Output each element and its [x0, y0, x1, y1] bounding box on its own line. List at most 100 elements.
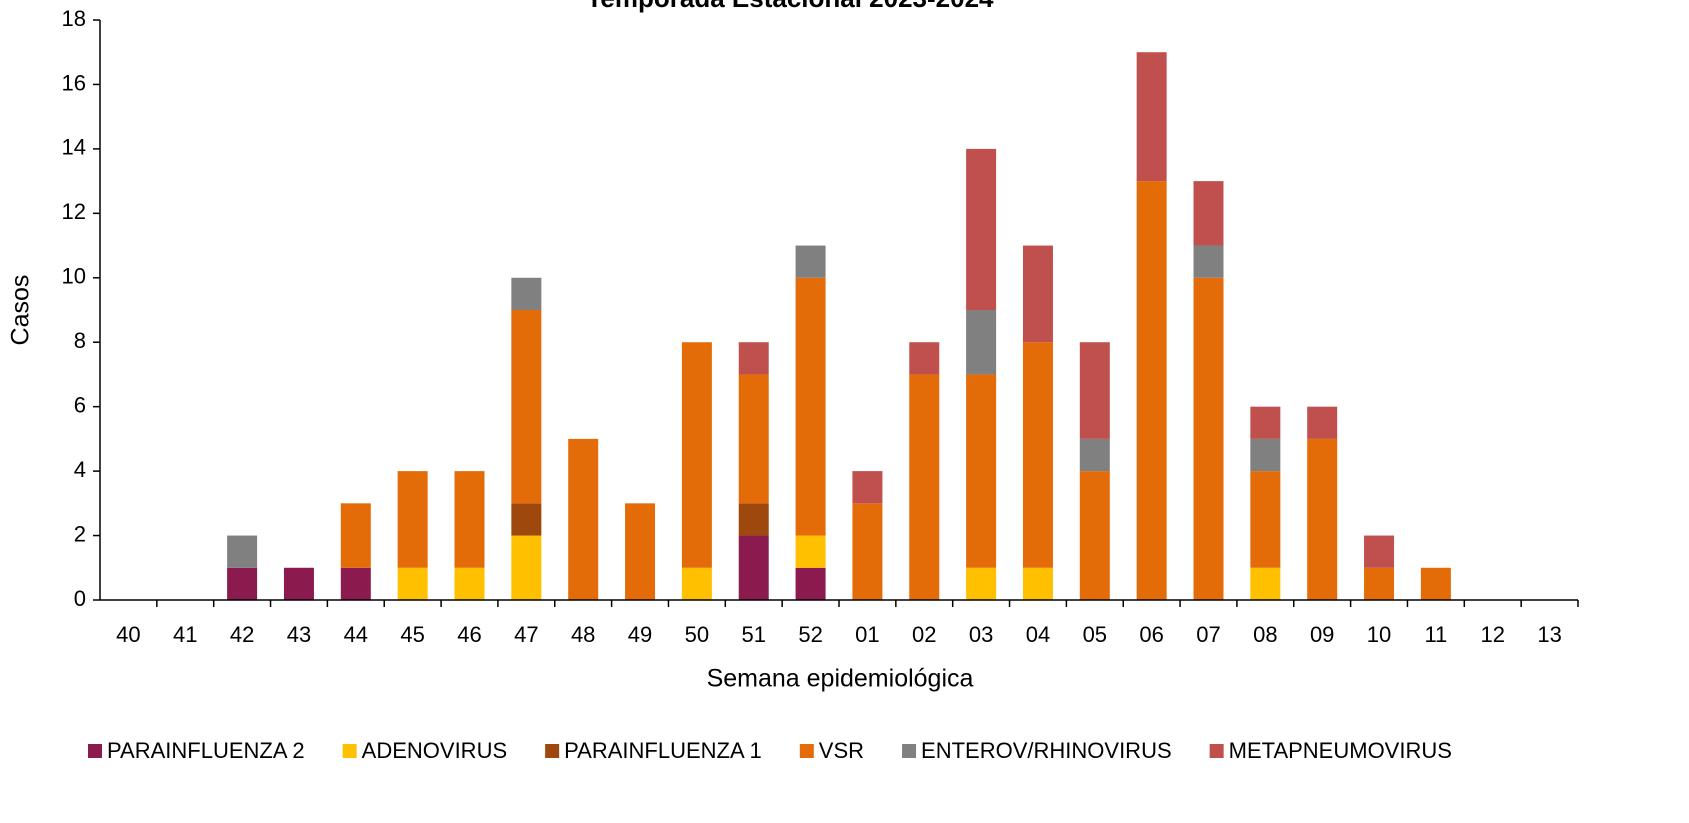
bar-segment: [1250, 438, 1281, 472]
x-tick-label: 40: [116, 622, 140, 647]
bar-segment: [1193, 181, 1224, 246]
bar-segment: [1022, 245, 1053, 343]
bar-segment: [1193, 245, 1224, 278]
x-axis-label: Semana epidemiológica: [707, 665, 974, 693]
x-tick-label: 42: [230, 622, 254, 647]
legend-swatch: [88, 744, 102, 758]
bar-segment: [1364, 567, 1395, 600]
bar-segment: [283, 567, 314, 600]
bar-segment: [1250, 406, 1281, 439]
bar-segment: [340, 567, 371, 600]
x-tick-label: 06: [1139, 622, 1163, 647]
bar-segment: [454, 567, 485, 600]
bar-segment: [1420, 567, 1451, 600]
bar-segment: [1193, 277, 1224, 600]
legend-label: PARAINFLUENZA 1: [564, 738, 762, 763]
bar-segment: [738, 535, 769, 600]
x-tick-label: 49: [628, 622, 652, 647]
y-tick-label: 10: [62, 264, 86, 289]
legend-swatch: [799, 744, 814, 758]
x-tick-label: 44: [344, 622, 368, 647]
bar-segment: [852, 471, 883, 504]
bar-segment: [966, 567, 997, 600]
x-tick-label: 48: [571, 622, 595, 647]
bar-segment: [511, 277, 542, 310]
bar-segment: [511, 310, 542, 504]
x-tick-label: 51: [741, 622, 765, 647]
legend-swatch: [1209, 744, 1224, 758]
bar-segment: [511, 503, 542, 536]
bar-segment: [681, 567, 712, 600]
x-tick-label: 47: [514, 622, 538, 647]
bar-segment: [1364, 535, 1395, 568]
bar-segment: [397, 471, 428, 568]
x-tick-label: 04: [1026, 622, 1050, 647]
bar-segment: [1307, 438, 1338, 600]
x-tick-label: 41: [173, 622, 197, 647]
y-tick-label: 4: [74, 457, 86, 482]
bar-segment: [227, 567, 258, 600]
x-tick-label: 12: [1480, 622, 1504, 647]
bar-segment: [966, 310, 997, 375]
legend-label: ADENOVIRUS: [362, 738, 507, 763]
bar-segment: [738, 374, 769, 504]
bar-segment: [625, 503, 656, 600]
y-axis-label: Casos: [7, 275, 35, 346]
x-tick-label: 13: [1537, 622, 1561, 647]
bar-segment: [852, 503, 883, 600]
bar-segment: [738, 342, 769, 375]
bar-segment: [909, 374, 940, 600]
y-tick-label: 12: [62, 199, 86, 224]
bar-segment: [909, 342, 940, 375]
bar-segment: [511, 535, 542, 600]
x-tick-label: 07: [1196, 622, 1220, 647]
bar-segment: [966, 148, 997, 310]
bar-segment: [966, 374, 997, 568]
y-tick-label: 2: [74, 521, 86, 546]
bar-segment: [1022, 567, 1053, 600]
bar-segment: [340, 503, 371, 568]
x-tick-label: 43: [287, 622, 311, 647]
bar-segment: [1250, 471, 1281, 568]
y-tick-label: 16: [62, 70, 86, 95]
x-tick-label: 01: [855, 622, 879, 647]
y-tick-label: 8: [74, 328, 86, 353]
y-tick-label: 0: [74, 586, 86, 611]
x-tick-label: 52: [798, 622, 822, 647]
y-tick-label: 18: [62, 6, 86, 31]
legend-label: METAPNEUMOVIRUS: [1229, 738, 1452, 763]
x-tick-label: 50: [685, 622, 709, 647]
bar-segment: [681, 342, 712, 568]
x-tick-label: 11: [1424, 622, 1447, 647]
bar-segment: [795, 245, 826, 278]
bar-segment: [795, 277, 826, 536]
x-tick-label: 09: [1310, 622, 1334, 647]
y-tick-label: 14: [62, 135, 86, 160]
bar-segment: [795, 535, 826, 568]
chart-title: Temporada Estacional 2023-2024: [586, 0, 994, 13]
bar-segment: [568, 438, 599, 600]
x-tick-label: 03: [969, 622, 993, 647]
legend-swatch: [342, 744, 357, 758]
bar-segment: [738, 503, 769, 536]
x-tick-label: 10: [1367, 622, 1391, 647]
bar-segment: [795, 567, 826, 600]
bar-segment: [397, 567, 428, 600]
x-tick-label: 05: [1083, 622, 1107, 647]
legend-label: ENTEROV/RHINOVIRUS: [921, 738, 1172, 763]
bar-segment: [454, 471, 485, 568]
bar-segment: [1136, 52, 1167, 182]
legend-swatch: [545, 744, 560, 758]
bar-segment: [1079, 438, 1110, 472]
bar-segment: [1136, 181, 1167, 600]
legend-label: VSR: [819, 738, 864, 763]
x-tick-label: 02: [912, 622, 936, 647]
bar-segment: [1250, 567, 1281, 600]
y-tick-label: 6: [74, 392, 86, 417]
bar-segment: [1079, 471, 1110, 600]
bar-segment: [1022, 342, 1053, 568]
bar-segment: [227, 535, 258, 568]
legend-label: PARAINFLUENZA 2: [107, 738, 305, 763]
legend-swatch: [902, 744, 917, 758]
